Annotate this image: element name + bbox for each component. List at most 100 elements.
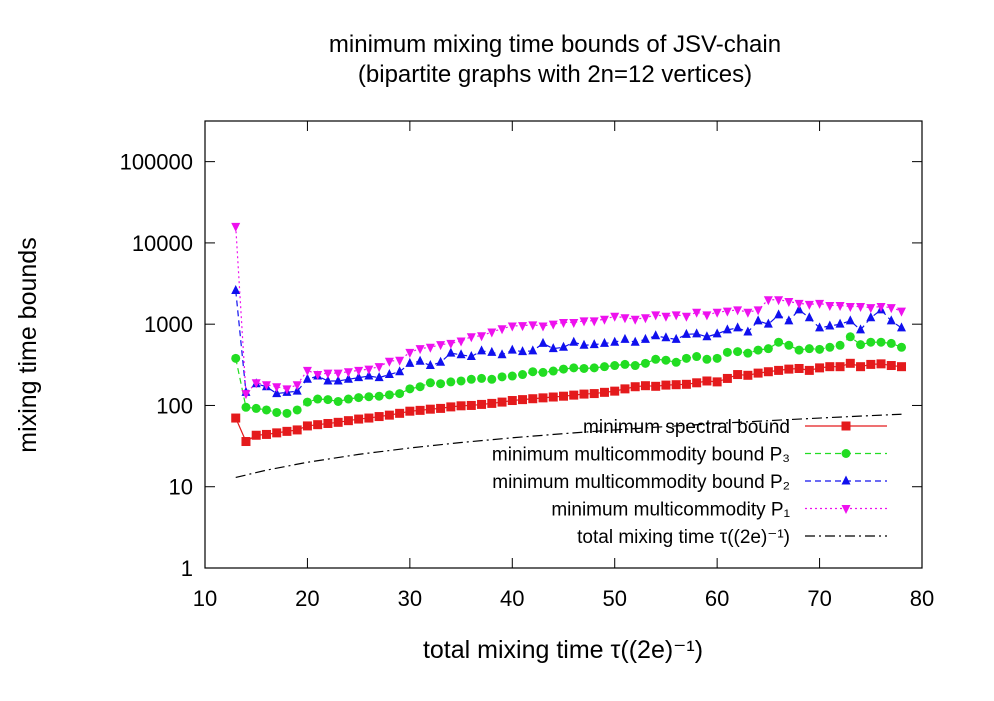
data-point bbox=[763, 367, 773, 377]
series-line bbox=[235, 290, 902, 395]
data-point bbox=[661, 312, 671, 322]
data-point bbox=[897, 322, 907, 332]
data-point bbox=[866, 359, 876, 369]
data-point bbox=[835, 340, 845, 350]
data-point bbox=[702, 354, 712, 364]
data-point bbox=[825, 301, 835, 311]
data-point bbox=[548, 392, 558, 402]
data-point bbox=[733, 322, 743, 332]
data-point bbox=[333, 375, 343, 385]
data-point bbox=[384, 357, 394, 367]
data-point bbox=[528, 394, 538, 404]
data-point bbox=[323, 369, 333, 379]
data-point bbox=[753, 306, 763, 316]
data-point bbox=[302, 421, 312, 431]
data-point bbox=[425, 404, 435, 414]
data-point bbox=[548, 343, 558, 353]
data-point bbox=[589, 363, 599, 373]
legend-label: minimum spectral bound bbox=[583, 417, 790, 438]
data-point bbox=[518, 395, 528, 405]
data-point bbox=[620, 314, 630, 324]
data-point bbox=[712, 308, 722, 318]
data-point bbox=[261, 429, 271, 439]
data-point bbox=[343, 394, 353, 404]
data-point bbox=[456, 337, 466, 347]
legend-label: minimum multicommodity bound P₃ bbox=[492, 445, 790, 466]
data-point bbox=[518, 346, 528, 356]
data-point bbox=[610, 336, 620, 346]
data-point bbox=[763, 318, 773, 328]
data-point bbox=[804, 300, 814, 310]
data-point bbox=[579, 363, 589, 373]
data-point bbox=[589, 389, 599, 399]
data-point bbox=[845, 303, 855, 313]
data-point bbox=[364, 413, 374, 423]
data-point bbox=[313, 420, 323, 430]
data-point bbox=[661, 332, 671, 342]
data-point bbox=[712, 353, 722, 363]
data-point bbox=[579, 389, 589, 399]
legend-label: minimum multicommodity P₁ bbox=[551, 500, 790, 521]
data-point bbox=[333, 396, 343, 406]
data-point bbox=[733, 370, 743, 380]
data-point bbox=[897, 362, 907, 372]
data-point bbox=[845, 315, 855, 325]
data-point bbox=[231, 284, 241, 294]
data-point bbox=[784, 315, 794, 325]
data-point bbox=[692, 328, 702, 338]
data-point bbox=[815, 322, 825, 332]
data-point bbox=[753, 345, 763, 355]
y-tick-label: 100 bbox=[156, 393, 193, 418]
data-point bbox=[897, 307, 907, 317]
data-point bbox=[599, 387, 609, 397]
data-point bbox=[384, 410, 394, 420]
data-point bbox=[784, 298, 794, 308]
data-point bbox=[487, 346, 497, 356]
data-point bbox=[292, 381, 302, 391]
data-point bbox=[487, 328, 497, 338]
data-point bbox=[681, 312, 691, 322]
data-point bbox=[395, 356, 405, 366]
data-point bbox=[763, 344, 773, 354]
data-point bbox=[692, 378, 702, 388]
data-point bbox=[569, 390, 579, 400]
data-point bbox=[343, 416, 353, 426]
data-point bbox=[507, 396, 517, 406]
data-point bbox=[856, 362, 866, 372]
data-point bbox=[620, 384, 630, 394]
data-point bbox=[241, 402, 251, 412]
data-point bbox=[579, 339, 589, 349]
data-point bbox=[528, 367, 538, 377]
data-point bbox=[630, 382, 640, 392]
legend-marker bbox=[841, 505, 851, 514]
data-point bbox=[661, 380, 671, 390]
data-point bbox=[261, 381, 271, 391]
data-point bbox=[876, 337, 886, 347]
data-point bbox=[630, 361, 640, 371]
data-point bbox=[323, 375, 333, 385]
y-tick-label: 1000 bbox=[144, 312, 193, 337]
data-point bbox=[507, 322, 517, 332]
data-point bbox=[477, 345, 487, 355]
data-point bbox=[415, 355, 425, 365]
data-point bbox=[302, 373, 312, 383]
data-point bbox=[815, 344, 825, 354]
legend-marker bbox=[841, 421, 851, 431]
data-point bbox=[681, 353, 691, 363]
data-point bbox=[640, 381, 650, 391]
data-point bbox=[743, 348, 753, 358]
data-point bbox=[538, 367, 548, 377]
data-point bbox=[589, 339, 599, 349]
data-point bbox=[261, 405, 271, 415]
x-tick-label: 10 bbox=[193, 586, 217, 611]
data-point bbox=[405, 357, 415, 367]
data-point bbox=[856, 324, 866, 334]
x-tick-label: 80 bbox=[910, 586, 934, 611]
data-point bbox=[518, 322, 528, 332]
chart-subtitle: (bipartite graphs with 2n=12 vertices) bbox=[358, 61, 752, 88]
data-point bbox=[610, 312, 620, 322]
data-point bbox=[712, 377, 722, 387]
data-point bbox=[272, 388, 282, 398]
y-tick-label: 1 bbox=[181, 556, 193, 581]
